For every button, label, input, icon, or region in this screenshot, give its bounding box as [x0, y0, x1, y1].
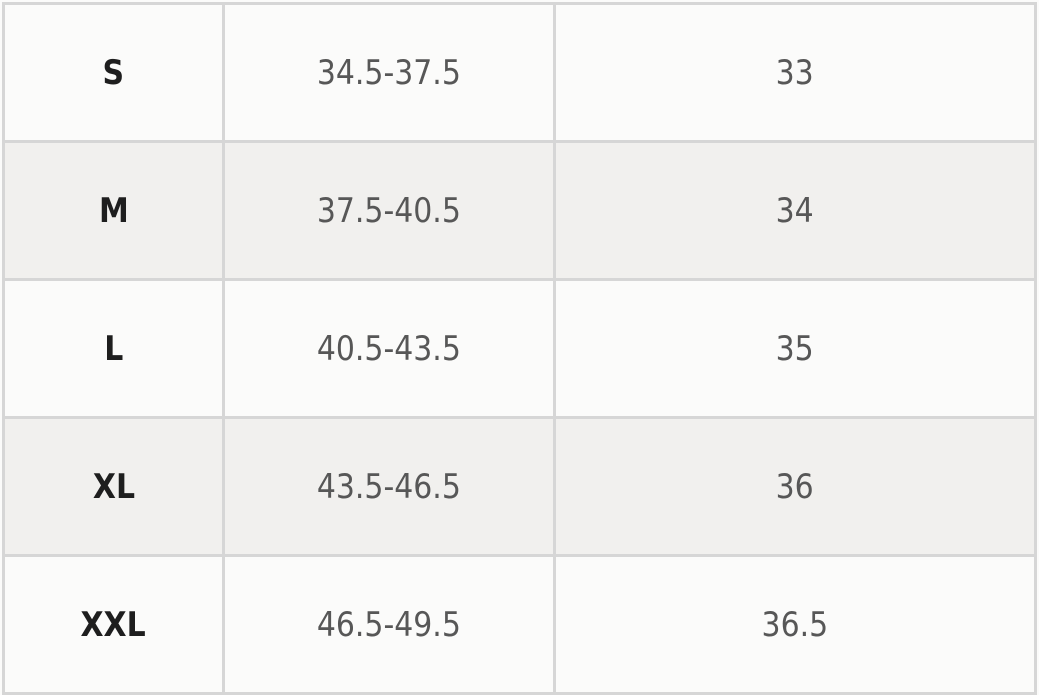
value-cell: 34: [553, 143, 1037, 278]
size-value: 35: [775, 328, 815, 369]
size-label: XXL: [80, 604, 147, 645]
size-value: 36: [775, 466, 815, 507]
range-cell: 34.5-37.5: [222, 5, 553, 140]
range-cell: 43.5-46.5: [222, 419, 553, 554]
size-value: 36.5: [761, 604, 829, 645]
size-cell: S: [2, 5, 222, 140]
size-value: 34: [775, 190, 815, 231]
value-cell: 35: [553, 281, 1037, 416]
size-value: 33: [775, 52, 815, 93]
size-cell: XXL: [2, 557, 222, 692]
value-cell: 33: [553, 5, 1037, 140]
range-cell: 46.5-49.5: [222, 557, 553, 692]
table-row: L 40.5-43.5 35: [2, 281, 1037, 419]
range-value: 37.5-40.5: [316, 190, 462, 231]
range-cell: 37.5-40.5: [222, 143, 553, 278]
size-cell: L: [2, 281, 222, 416]
table-row: S 34.5-37.5 33: [2, 5, 1037, 143]
size-cell: XL: [2, 419, 222, 554]
size-cell: M: [2, 143, 222, 278]
range-cell: 40.5-43.5: [222, 281, 553, 416]
range-value: 46.5-49.5: [316, 604, 462, 645]
range-value: 40.5-43.5: [316, 328, 462, 369]
size-label: S: [102, 52, 125, 93]
value-cell: 36: [553, 419, 1037, 554]
table-row: XL 43.5-46.5 36: [2, 419, 1037, 557]
size-label: M: [98, 190, 129, 231]
range-value: 43.5-46.5: [316, 466, 462, 507]
table-row: XXL 46.5-49.5 36.5: [2, 557, 1037, 695]
value-cell: 36.5: [553, 557, 1037, 692]
size-label: L: [103, 328, 124, 369]
size-label: XL: [92, 466, 135, 507]
table-row: M 37.5-40.5 34: [2, 143, 1037, 281]
range-value: 34.5-37.5: [316, 52, 462, 93]
